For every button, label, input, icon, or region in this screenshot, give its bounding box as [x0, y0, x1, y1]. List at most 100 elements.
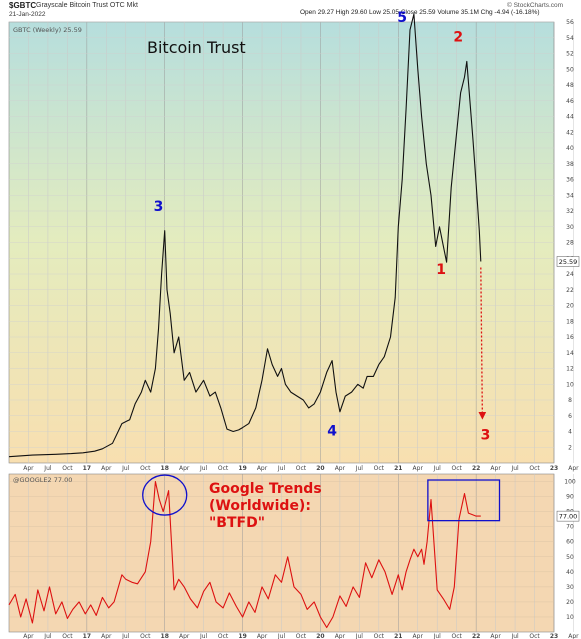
price-x-tick: 22: [472, 465, 480, 472]
price-y-tick: 4: [568, 429, 572, 436]
trends-x-tick: Jul: [355, 633, 364, 639]
annotation-line: "BTFD": [209, 515, 265, 531]
trends-y-tick: 50: [566, 554, 574, 561]
trends-highlights: [142, 474, 501, 522]
price-y-tick: 24: [566, 271, 574, 278]
wave-label: 4: [327, 423, 337, 439]
trends-x-tick: Jul: [43, 633, 52, 639]
google-trends-annotation: Google Trends (Worldwide): "BTFD": [209, 481, 322, 531]
price-x-tick: Jul: [355, 465, 364, 472]
source-credit: © StockCharts.com: [507, 2, 564, 9]
trends-x-tick: Apr: [179, 633, 190, 639]
trends-y-tick: 30: [566, 584, 574, 591]
ohlc-readout: Open 29.27 High 29.60 Low 25.05 Close 25…: [300, 9, 540, 16]
trends-y-tick: 10: [566, 614, 574, 621]
price-y-tick: 2: [568, 444, 572, 451]
price-y-tick: 30: [566, 224, 574, 231]
annotation-line: Google Trends: [209, 481, 322, 497]
trends-y-tick: 40: [566, 569, 574, 576]
price-x-tick: Oct: [62, 465, 73, 472]
trends-x-tick: Jul: [510, 633, 519, 639]
price-y-tick: 36: [566, 177, 574, 184]
price-y-tick: 34: [566, 192, 574, 199]
price-x-tick: Apr: [335, 465, 346, 472]
price-y-tick: 10: [566, 381, 574, 388]
trends-x-tick: Jul: [199, 633, 208, 639]
price-y-tick: 44: [566, 114, 574, 121]
trends-x-tick: Jul: [277, 633, 286, 639]
price-x-tick: 18: [161, 465, 169, 472]
price-series: [8, 13, 482, 458]
price-y-tick: 42: [566, 129, 574, 136]
projection-arrow: [478, 267, 487, 420]
price-x-tick: Apr: [413, 465, 424, 472]
trends-x-tick: Apr: [490, 633, 501, 639]
trends-y-tick: 90: [566, 494, 574, 501]
price-x-tick: Oct: [529, 465, 540, 472]
price-x-tick: Apr: [179, 465, 190, 472]
price-x-tick: 21: [394, 465, 402, 472]
trends-last-value: 77.00: [559, 513, 578, 521]
trends-x-tick: 20: [316, 633, 324, 639]
highlight-box: [427, 479, 501, 522]
trends-last-box: [556, 510, 580, 522]
wave-label: 5: [397, 10, 407, 26]
trends-x-tick: 22: [472, 633, 480, 639]
trends-x-tick: Jul: [121, 633, 130, 639]
chart-title: Bitcoin Trust: [147, 38, 246, 57]
price-x-tick: Apr: [101, 465, 112, 472]
price-y-tick: 48: [566, 82, 574, 89]
price-y-tick: 16: [566, 334, 574, 341]
trends-x-tick: Apr: [335, 633, 346, 639]
price-y-tick: 46: [566, 98, 574, 105]
price-x-tick: 17: [83, 465, 91, 472]
wave-label: 2: [453, 30, 463, 46]
trends-last-value-marker: 77.00: [556, 510, 580, 522]
trends-x-tick: Apr: [257, 633, 268, 639]
chart-date: 21-Jan-2022: [9, 11, 46, 18]
price-x-tick: Apr: [257, 465, 268, 472]
trends-x-tick: 19: [238, 633, 246, 639]
wave-label: 3: [154, 199, 164, 215]
trends-x-tick: Jul: [433, 633, 442, 639]
security-name: Grayscale Bitcoin Trust OTC Mkt: [36, 2, 138, 9]
price-y-tick: 28: [566, 240, 574, 247]
price-x-tick: Jul: [277, 465, 286, 472]
price-y-tick: 12: [566, 366, 574, 373]
price-x-tick: Apr: [23, 465, 34, 472]
trends-x-tick: Apr: [23, 633, 34, 639]
price-x-tick: 20: [316, 465, 324, 472]
trends-x-tick: Apr: [568, 633, 579, 639]
price-x-tick: Jul: [433, 465, 442, 472]
trends-x-tick: Oct: [296, 633, 307, 639]
price-x-tick: Apr: [568, 465, 579, 472]
price-y-tick: 22: [566, 287, 574, 294]
price-legend: GBTC (Weekly) 25.59: [13, 26, 82, 34]
price-x-tick-labels: Apr Jul Oct 17 Apr Jul Oct 18 Apr Jul Oct 19 Apr Jul O…: [23, 465, 579, 472]
trends-x-tick: Apr: [413, 633, 424, 639]
trends-x-tick: Oct: [62, 633, 73, 639]
trends-y-tick: 70: [566, 524, 574, 531]
price-y-tick: 14: [566, 350, 574, 357]
price-x-tick: Oct: [218, 465, 229, 472]
price-x-tick: Apr: [490, 465, 501, 472]
trends-x-tick: Oct: [140, 633, 151, 639]
price-x-tick: 19: [238, 465, 246, 472]
price-last-value-marker: 25.59: [556, 256, 580, 267]
price-series-line: [8, 13, 482, 458]
trends-x-tick-labels: Apr Jul Oct 17 Apr Jul Oct 18 Apr Jul Oct 19 Apr Jul O…: [23, 633, 579, 639]
wave-annotations: 3 5 2 1 4 3: [154, 10, 491, 443]
trends-x-tick: 21: [394, 633, 402, 639]
trends-x-tick: 23: [550, 633, 558, 639]
price-gridlines: [9, 21, 574, 463]
price-last-value: 25.59: [559, 258, 578, 266]
price-x-tick: Jul: [43, 465, 52, 472]
price-last-box: [556, 256, 580, 267]
trends-x-tick: 18: [161, 633, 169, 639]
wave-label: 1: [436, 262, 446, 278]
trends-series: [8, 480, 481, 629]
trends-series-line: [8, 480, 481, 629]
price-x-tick: Oct: [374, 465, 385, 472]
trends-y-tick: 20: [566, 599, 574, 606]
